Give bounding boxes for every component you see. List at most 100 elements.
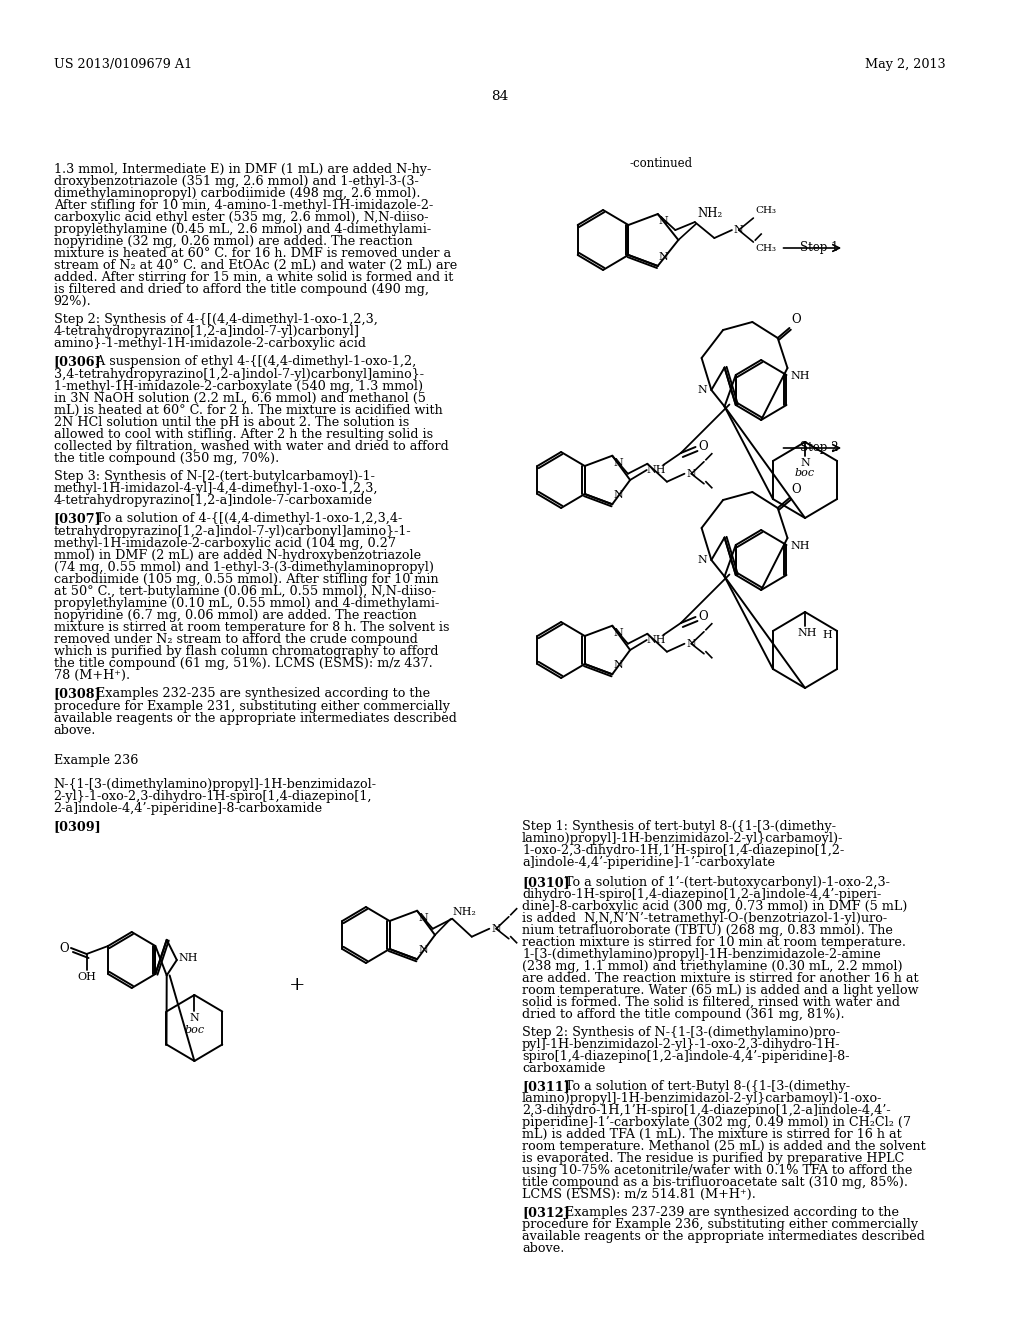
Text: carbodiimide (105 mg, 0.55 mmol). After stifling for 10 min: carbodiimide (105 mg, 0.55 mmol). After … [53, 573, 438, 586]
Text: NH: NH [791, 541, 810, 550]
Text: -continued: -continued [630, 157, 692, 170]
Text: title compound as a bis-trifluoroacetate salt (310 mg, 85%).: title compound as a bis-trifluoroacetate… [522, 1176, 908, 1189]
Text: Example 236: Example 236 [53, 754, 138, 767]
Text: Step 2: Synthesis of 4-{[(4,4-dimethyl-1-oxo-1,2,3,: Step 2: Synthesis of 4-{[(4,4-dimethyl-1… [53, 313, 378, 326]
Text: N: N [697, 385, 708, 395]
Text: May 2, 2013: May 2, 2013 [865, 58, 945, 71]
Text: +: + [290, 975, 306, 994]
Text: N: N [492, 924, 501, 933]
Text: N-{1-[3-(dimethylamino)propyl]-1H-benzimidazol-: N-{1-[3-(dimethylamino)propyl]-1H-benzim… [53, 777, 377, 791]
Text: lamino)propyl]-1H-benzimidazol-2-yl}carbamoyl)-: lamino)propyl]-1H-benzimidazol-2-yl}carb… [522, 832, 844, 845]
Text: which is purified by flash column chromatography to afford: which is purified by flash column chroma… [53, 645, 438, 657]
Text: reaction mixture is stirred for 10 min at room temperature.: reaction mixture is stirred for 10 min a… [522, 936, 906, 949]
Text: 2N HCl solution until the pH is about 2. The solution is: 2N HCl solution until the pH is about 2.… [53, 416, 409, 429]
Text: N: N [697, 554, 708, 565]
Text: in 3N NaOH solution (2.2 mL, 6.6 mmol) and methanol (5: in 3N NaOH solution (2.2 mL, 6.6 mmol) a… [53, 392, 426, 405]
Text: 1.3 mmol, Intermediate E) in DMF (1 mL) are added N-hy-: 1.3 mmol, Intermediate E) in DMF (1 mL) … [53, 162, 431, 176]
Text: N: N [686, 469, 696, 479]
Text: Step 1: Synthesis of tert-butyl 8-({1-[3-(dimethy-: Step 1: Synthesis of tert-butyl 8-({1-[3… [522, 820, 836, 833]
Text: O: O [698, 610, 708, 623]
Text: OH: OH [77, 972, 96, 982]
Text: [0307]: [0307] [53, 512, 101, 525]
Text: 1-oxo-2,3-dihydro-1H,1’H-spiro[1,4-diazepino[1,2-: 1-oxo-2,3-dihydro-1H,1’H-spiro[1,4-diaze… [522, 843, 845, 857]
Text: N: N [613, 660, 623, 671]
Text: tetrahydropyrazino[1,2-a]indol-7-yl)carbonyl]amino}-1-: tetrahydropyrazino[1,2-a]indol-7-yl)carb… [53, 525, 412, 539]
Text: carboxylic acid ethyl ester (535 mg, 2.6 mmol), N,N-diiso-: carboxylic acid ethyl ester (535 mg, 2.6… [53, 211, 428, 224]
Text: allowed to cool with stifling. After 2 h the resulting solid is: allowed to cool with stifling. After 2 h… [53, 428, 433, 441]
Text: 2,3-dihydro-1H,1’H-spiro[1,4-diazepino[1,2-a]indole-4,4’-: 2,3-dihydro-1H,1’H-spiro[1,4-diazepino[1… [522, 1104, 891, 1117]
Text: using 10-75% acetonitrile/water with 0.1% TFA to afford the: using 10-75% acetonitrile/water with 0.1… [522, 1164, 912, 1177]
Text: Step 2: Synthesis of N-{1-[3-(dimethylamino)pro-: Step 2: Synthesis of N-{1-[3-(dimethylam… [522, 1026, 840, 1039]
Text: 2-yl}-1-oxo-2,3-dihydro-1H-spiro[1,4-diazepino[1,: 2-yl}-1-oxo-2,3-dihydro-1H-spiro[1,4-dia… [53, 789, 372, 803]
Text: nopyridine (6.7 mg, 0.06 mmol) are added. The reaction: nopyridine (6.7 mg, 0.06 mmol) are added… [53, 609, 417, 622]
Text: A suspension of ethyl 4-{[(4,4-dimethyl-1-oxo-1,2,: A suspension of ethyl 4-{[(4,4-dimethyl-… [84, 355, 417, 368]
Text: CH₃: CH₃ [756, 206, 776, 215]
Text: US 2013/0109679 A1: US 2013/0109679 A1 [53, 58, 191, 71]
Text: Step 2: Step 2 [800, 441, 839, 454]
Text: NH₂: NH₂ [453, 907, 476, 917]
Text: propylethylamine (0.10 mL, 0.55 mmol) and 4-dimethylami-: propylethylamine (0.10 mL, 0.55 mmol) an… [53, 597, 439, 610]
Text: 78 (M+H⁺).: 78 (M+H⁺). [53, 669, 130, 682]
Text: available reagents or the appropriate intermediates described: available reagents or the appropriate in… [53, 711, 457, 725]
Text: dimethylaminopropyl) carbodiimide (498 mg, 2.6 mmol).: dimethylaminopropyl) carbodiimide (498 m… [53, 187, 420, 201]
Text: O: O [792, 313, 801, 326]
Text: procedure for Example 236, substituting either commercially: procedure for Example 236, substituting … [522, 1218, 919, 1232]
Text: Examples 237-239 are synthesized according to the: Examples 237-239 are synthesized accordi… [553, 1206, 898, 1218]
Text: mL) is heated at 60° C. for 2 h. The mixture is acidified with: mL) is heated at 60° C. for 2 h. The mix… [53, 404, 442, 417]
Text: is filtered and dried to afford the title compound (490 mg,: is filtered and dried to afford the titl… [53, 282, 429, 296]
Text: [0309]: [0309] [53, 820, 101, 833]
Text: spiro[1,4-diazepino[1,2-a]indole-4,4’-piperidine]-8-: spiro[1,4-diazepino[1,2-a]indole-4,4’-pi… [522, 1049, 850, 1063]
Text: nium tetrafluoroborate (TBTU) (268 mg, 0.83 mmol). The: nium tetrafluoroborate (TBTU) (268 mg, 0… [522, 924, 893, 937]
Text: O: O [698, 441, 708, 454]
Text: Examples 232-235 are synthesized according to the: Examples 232-235 are synthesized accordi… [84, 686, 430, 700]
Text: N: N [686, 639, 696, 648]
Text: (238 mg, 1.1 mmol) and triethylamine (0.30 mL, 2.2 mmol): (238 mg, 1.1 mmol) and triethylamine (0.… [522, 960, 903, 973]
Text: N: N [613, 490, 623, 500]
Text: the title compound (350 mg, 70%).: the title compound (350 mg, 70%). [53, 451, 279, 465]
Text: pyl]-1H-benzimidazol-2-yl}-1-oxo-2,3-dihydro-1H-: pyl]-1H-benzimidazol-2-yl}-1-oxo-2,3-dih… [522, 1038, 841, 1051]
Text: N: N [658, 252, 669, 261]
Text: are added. The reaction mixture is stirred for another 16 h at: are added. The reaction mixture is stirr… [522, 972, 919, 985]
Text: NH: NH [647, 465, 667, 475]
Text: methyl-1H-imidazol-4-yl]-4,4-dimethyl-1-oxo-1,2,3,: methyl-1H-imidazol-4-yl]-4,4-dimethyl-1-… [53, 482, 378, 495]
Text: above.: above. [53, 723, 96, 737]
Text: 1-methyl-1H-imidazole-2-carboxylate (540 mg, 1.3 mmol): 1-methyl-1H-imidazole-2-carboxylate (540… [53, 380, 423, 393]
Text: CH₃: CH₃ [756, 244, 776, 253]
Text: N: N [189, 1012, 200, 1023]
Text: procedure for Example 231, substituting either commercially: procedure for Example 231, substituting … [53, 700, 450, 713]
Text: is added  N,N,N’N’-tetramethyl-O-(benzotriazol-1-yl)uro-: is added N,N,N’N’-tetramethyl-O-(benzotr… [522, 912, 887, 925]
Text: [0306]: [0306] [53, 355, 101, 368]
Text: carboxamide: carboxamide [522, 1063, 605, 1074]
Text: N: N [734, 224, 743, 235]
Text: To a solution of 1’-(tert-butoxycarbonyl)-1-oxo-2,3-: To a solution of 1’-(tert-butoxycarbonyl… [553, 876, 890, 888]
Text: After stifling for 10 min, 4-amino-1-methyl-1H-imidazole-2-: After stifling for 10 min, 4-amino-1-met… [53, 199, 433, 213]
Text: 84: 84 [490, 90, 508, 103]
Text: NH: NH [798, 628, 817, 638]
Text: mixture is stirred at room temperature for 8 h. The solvent is: mixture is stirred at room temperature f… [53, 620, 450, 634]
Text: [0312]: [0312] [522, 1206, 569, 1218]
Text: room temperature. Water (65 mL) is added and a light yellow: room temperature. Water (65 mL) is added… [522, 983, 919, 997]
Text: propylethylamine (0.45 mL, 2.6 mmol) and 4-dimethylami-: propylethylamine (0.45 mL, 2.6 mmol) and… [53, 223, 431, 236]
Text: (74 mg, 0.55 mmol) and 1-ethyl-3-(3-dimethylaminopropyl): (74 mg, 0.55 mmol) and 1-ethyl-3-(3-dime… [53, 561, 434, 574]
Text: To a solution of 4-{[(4,4-dimethyl-1-oxo-1,2,3,4-: To a solution of 4-{[(4,4-dimethyl-1-oxo… [84, 512, 402, 525]
Text: dihydro-1H-spiro[1,4-diazepino[1,2-a]indole-4,4’-piperi-: dihydro-1H-spiro[1,4-diazepino[1,2-a]ind… [522, 888, 882, 902]
Text: stream of N₂ at 40° C. and EtOAc (2 mL) and water (2 mL) are: stream of N₂ at 40° C. and EtOAc (2 mL) … [53, 259, 457, 272]
Text: available reagents or the appropriate intermediates described: available reagents or the appropriate in… [522, 1230, 925, 1243]
Text: amino}-1-methyl-1H-imidazole-2-carboxylic acid: amino}-1-methyl-1H-imidazole-2-carboxyli… [53, 337, 366, 350]
Text: 92%).: 92%). [53, 294, 91, 308]
Text: H: H [822, 630, 833, 640]
Text: [0311]: [0311] [522, 1080, 569, 1093]
Text: removed under N₂ stream to afford the crude compound: removed under N₂ stream to afford the cr… [53, 634, 418, 645]
Text: N: N [658, 216, 669, 226]
Text: NH₂: NH₂ [698, 207, 723, 220]
Text: nopyridine (32 mg, 0.26 mmol) are added. The reaction: nopyridine (32 mg, 0.26 mmol) are added.… [53, 235, 413, 248]
Text: [0310]: [0310] [522, 876, 569, 888]
Text: N: N [418, 945, 428, 956]
Text: LCMS (ESMS): m/z 514.81 (M+H⁺).: LCMS (ESMS): m/z 514.81 (M+H⁺). [522, 1188, 756, 1201]
Text: 3,4-tetrahydropyrazino[1,2-a]indol-7-yl)carbonyl]amino}-: 3,4-tetrahydropyrazino[1,2-a]indol-7-yl)… [53, 368, 424, 381]
Text: 2-a]indole-4,4’-piperidine]-8-carboxamide: 2-a]indole-4,4’-piperidine]-8-carboxamid… [53, 803, 323, 814]
Text: Step 1: Step 1 [800, 242, 839, 253]
Text: droxybenzotriazole (351 mg, 2.6 mmol) and 1-ethyl-3-(3-: droxybenzotriazole (351 mg, 2.6 mmol) an… [53, 176, 419, 187]
Text: mL) is added TFA (1 mL). The mixture is stirred for 16 h at: mL) is added TFA (1 mL). The mixture is … [522, 1129, 902, 1140]
Text: boc: boc [795, 469, 815, 478]
